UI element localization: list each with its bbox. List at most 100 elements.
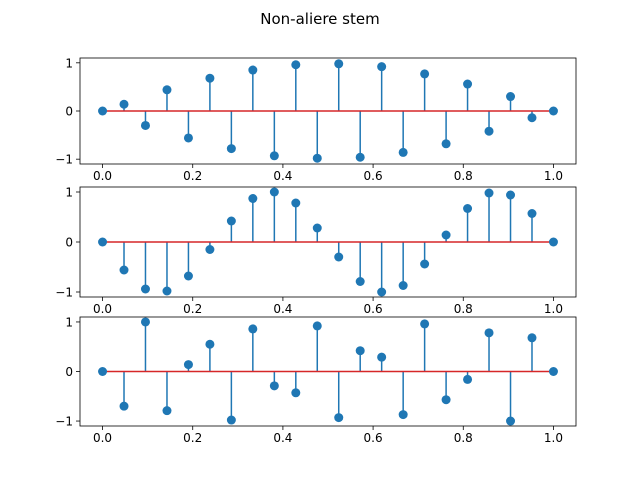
stem-marker (463, 374, 473, 384)
stem-marker (205, 339, 215, 349)
stem-marker (312, 321, 322, 331)
axes-panel-3: 0.0 0.2 0.4 0.6 0.8 1.0 −1 0 1 (55, 315, 577, 445)
stem-marker (420, 259, 430, 269)
x-tick-label: 0.0 (93, 431, 112, 445)
x-tick-label: 0.8 (454, 431, 473, 445)
x-tick-label: 0.4 (273, 302, 292, 316)
stem-marker (248, 324, 258, 334)
stem-marker (226, 216, 236, 226)
x-tick-label: 0.0 (93, 169, 112, 183)
x-tick-label: 1.0 (544, 431, 563, 445)
stem-marker (98, 237, 108, 247)
x-tick-label: 0.0 (93, 302, 112, 316)
stem-marker (548, 106, 558, 116)
stem-marker (248, 194, 258, 203)
stem-marker (441, 139, 451, 149)
stem-marker (463, 204, 473, 213)
stem-marker (269, 187, 279, 197)
y-tick-label: 0 (65, 105, 73, 119)
stem-marker (291, 60, 301, 70)
stem-marker (183, 360, 193, 370)
stem-marker (119, 99, 129, 109)
stem-marker (183, 133, 193, 143)
axes-panel-1: 0.0 0.2 0.4 0.6 0.8 1.0 −1 0 1 (55, 56, 577, 183)
stem-marker (441, 230, 451, 240)
y-tick-label: 1 (65, 56, 73, 70)
stem-marker (441, 395, 451, 405)
x-tick-label: 0.8 (454, 302, 473, 316)
x-tick-label: 0.6 (364, 431, 383, 445)
stem-marker (463, 79, 473, 89)
stem-marker (355, 346, 365, 356)
stem-marker (291, 388, 301, 398)
stem-marker (226, 144, 236, 154)
stem-marker (484, 126, 494, 136)
stem-marker (398, 281, 408, 290)
stem-marker (119, 265, 129, 275)
stem-marker (291, 198, 301, 208)
stem-marker (420, 319, 430, 329)
x-tick-label: 0.4 (273, 169, 292, 183)
stem-marker (334, 59, 344, 69)
x-tick-label: 1.0 (544, 302, 563, 316)
x-tick-label: 1.0 (544, 169, 563, 183)
stem-marker (162, 85, 172, 95)
x-tick-label: 0.4 (273, 431, 292, 445)
stem-marker (548, 367, 558, 376)
stem-marker (527, 333, 537, 343)
stem-marker (98, 367, 108, 376)
stem-marker (183, 271, 193, 281)
axes-panel-2: 0.0 0.2 0.4 0.6 0.8 1.0 −1 0 1 (55, 186, 577, 316)
y-tick-label: −1 (55, 153, 73, 167)
stem-marker (269, 381, 279, 391)
y-tick-label: 1 (65, 315, 73, 329)
stem-marker (119, 401, 129, 411)
stem-marker (334, 252, 344, 262)
stem-marker (506, 92, 516, 102)
stem-marker (162, 406, 172, 416)
stem-marker (355, 277, 365, 286)
stem-marker (334, 413, 344, 423)
stem-marker (398, 147, 408, 157)
stem-marker (377, 352, 387, 362)
stem-marker (140, 284, 150, 294)
stem-marker (162, 286, 172, 296)
stem-marker (527, 113, 537, 123)
x-tick-label: 0.6 (364, 169, 383, 183)
stem-marker (140, 317, 150, 327)
stem-marker (312, 223, 322, 233)
stem-marker (248, 65, 258, 75)
stem-marker (484, 328, 494, 338)
x-tick-label: 0.8 (454, 169, 473, 183)
x-tick-label: 0.2 (183, 431, 202, 445)
stem-marker (527, 209, 537, 218)
stem-marker (226, 415, 236, 425)
x-tick-label: 0.6 (364, 302, 383, 316)
y-tick-label: 1 (65, 186, 73, 200)
stem-marker (548, 237, 558, 247)
stem-marker (377, 287, 387, 297)
axes-container: 0.0 0.2 0.4 0.6 0.8 1.0 −1 0 1 0.0 0.2 0.4 0.6 0.8 1.0… (55, 56, 577, 445)
y-tick-label: −1 (55, 286, 73, 300)
stem-marker (140, 120, 150, 130)
figure-title: Non-aliere stem (260, 10, 379, 28)
x-tick-label: 0.2 (183, 169, 202, 183)
y-tick-label: 0 (65, 236, 73, 250)
stem-marker (312, 153, 322, 163)
stem-marker (420, 69, 430, 79)
stem-marker (205, 245, 215, 254)
y-tick-label: −1 (55, 415, 73, 429)
stem-marker (269, 151, 279, 161)
y-tick-label: 0 (65, 365, 73, 379)
stem-marker (98, 106, 108, 116)
stem-marker (484, 188, 494, 198)
stem-marker (506, 190, 516, 200)
stem-marker (398, 410, 408, 420)
stem-marker (205, 73, 215, 83)
stem-marker (506, 416, 516, 426)
x-tick-label: 0.2 (183, 302, 202, 316)
stem-marker (377, 62, 387, 72)
stem-marker (355, 152, 365, 162)
